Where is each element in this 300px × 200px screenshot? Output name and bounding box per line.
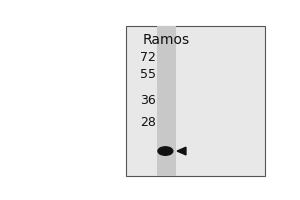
Ellipse shape — [158, 147, 173, 155]
Text: 28: 28 — [140, 116, 156, 129]
Text: 36: 36 — [140, 95, 156, 108]
Text: 72: 72 — [140, 51, 156, 64]
Bar — [126, 26, 266, 176]
Text: Ramos: Ramos — [143, 33, 190, 47]
Text: 55: 55 — [140, 68, 156, 81]
Polygon shape — [177, 147, 186, 155]
Bar — [157, 26, 176, 176]
